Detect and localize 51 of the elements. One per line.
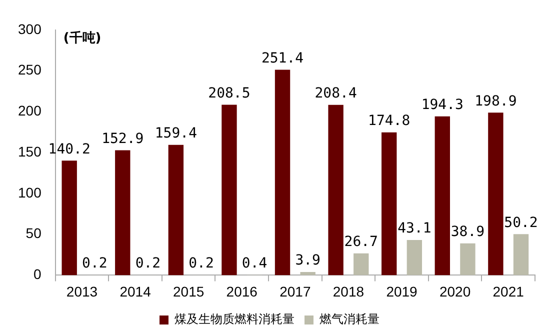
x-tick-label: 2017 [280, 283, 311, 300]
data-label: 0.4 [242, 256, 268, 272]
x-tick-label: 2015 [173, 283, 204, 300]
bar [513, 234, 529, 276]
legend-label: 煤及生物质燃料消耗量 [174, 312, 294, 326]
data-label: 3.9 [295, 252, 320, 269]
data-label: 208.4 [314, 86, 357, 102]
data-label: 26.7 [344, 234, 378, 250]
y-tick-label: 50 [26, 225, 42, 242]
y-tick-label: 100 [18, 184, 42, 200]
data-label: 152.9 [102, 130, 144, 147]
x-tick-label: 2018 [332, 283, 364, 300]
y-tick-label: 300 [18, 20, 42, 37]
bar [406, 240, 422, 276]
data-label: 174.8 [368, 112, 410, 129]
data-label: 194.3 [421, 97, 464, 114]
data-label: 208.5 [208, 85, 250, 102]
data-label: 38.9 [450, 224, 485, 240]
x-tick-label: 2013 [66, 283, 98, 300]
data-label: 0.2 [188, 256, 214, 272]
y-tick-label: 150 [18, 143, 42, 160]
bar [62, 160, 77, 276]
legend-label: 燃气消耗量 [320, 312, 380, 326]
bar [434, 116, 450, 276]
x-tick-label: 2020 [439, 283, 471, 300]
y-tick-label: 250 [18, 62, 42, 78]
y-tick-label: 200 [18, 102, 42, 119]
bar [460, 243, 476, 276]
y-tick-label: 0 [34, 266, 42, 282]
bar [274, 70, 290, 276]
x-tick-label: 2016 [226, 283, 258, 300]
bar [354, 253, 369, 276]
data-label: 251.4 [261, 50, 304, 66]
bar [222, 104, 237, 276]
data-label: 0.2 [135, 256, 161, 272]
data-label: 159.4 [154, 126, 198, 142]
bar [115, 150, 130, 276]
y-axis-title: (千吨) [63, 30, 102, 46]
bar [168, 144, 184, 276]
data-label: 140.2 [48, 141, 90, 158]
bar [488, 112, 504, 276]
bar [300, 272, 316, 276]
data-label: 50.2 [504, 214, 538, 231]
data-label: 0.2 [82, 256, 108, 272]
x-tick-label: 2019 [386, 283, 418, 300]
bar [382, 132, 397, 276]
x-tick-label: 2014 [120, 283, 152, 300]
data-label: 43.1 [398, 220, 432, 237]
bar [328, 104, 344, 276]
x-tick-label: 2021 [492, 283, 524, 300]
data-label: 198.9 [474, 93, 517, 110]
